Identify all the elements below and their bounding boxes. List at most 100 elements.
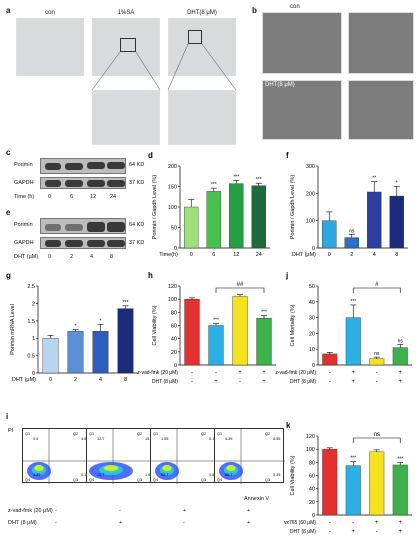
panel-label-h: h bbox=[148, 271, 153, 280]
blot-e-lane-2: 2 bbox=[70, 254, 74, 260]
significance-label: *** bbox=[213, 318, 219, 324]
significance-label: * bbox=[396, 181, 398, 187]
y-tick-label: 80 bbox=[171, 310, 177, 316]
condition-mark: + bbox=[262, 379, 266, 385]
condition-row-label: z-vad-fmk (20 μM) bbox=[137, 370, 178, 376]
bar bbox=[117, 308, 134, 374]
facs-condition-mark: + bbox=[247, 508, 251, 514]
quadrant-id: Q2 bbox=[137, 432, 142, 436]
condition-mark: - bbox=[239, 379, 241, 385]
y-tick-label: 40 bbox=[309, 487, 315, 493]
em-dht-zoom bbox=[348, 80, 414, 140]
y-tick-label: 40 bbox=[171, 337, 177, 343]
em-con-zoom bbox=[348, 12, 414, 74]
condition-mark: - bbox=[329, 529, 331, 535]
blot-c-xaxis-label: Time (h) bbox=[14, 194, 35, 200]
bar bbox=[322, 220, 337, 249]
panel-label-b: b bbox=[252, 6, 257, 15]
blot-c-lane-1: 0 bbox=[48, 194, 52, 200]
facs-condition-mark: - bbox=[183, 520, 185, 526]
condition-row-label: DHT (8 μM) bbox=[290, 529, 316, 535]
quadrant-value: 1.60 bbox=[145, 473, 152, 477]
y-tick-label: 0 bbox=[174, 246, 177, 252]
panel-label-k: k bbox=[286, 421, 291, 430]
chart-g: g Porimin mRNA Level 0 0.5 1 1.5 2 2.5 0 * 2 * 4 *** 8… bbox=[6, 271, 138, 383]
condition-row-label: z-vad-fmk (20 μM) bbox=[275, 370, 316, 376]
blot-e-size-gapdh: 37 KD bbox=[129, 240, 145, 246]
condition-row-label: DHT (8 μM) bbox=[290, 379, 316, 385]
bar bbox=[184, 206, 199, 249]
y-tick-label: 100 bbox=[168, 297, 177, 303]
y-axis-label: Porimin mRNA Level bbox=[10, 304, 16, 355]
comparison-bracket bbox=[352, 437, 401, 443]
blot-e-gapdh bbox=[40, 237, 126, 249]
significance-label: *** bbox=[350, 456, 356, 462]
y-axis-label: Cell Viability (%) bbox=[290, 455, 296, 495]
micrograph-sa-zoom bbox=[92, 90, 160, 145]
quadrant-id: Q4 bbox=[217, 478, 222, 482]
bar bbox=[322, 448, 338, 516]
condition-mark: + bbox=[375, 520, 379, 526]
bracket-label: ns bbox=[374, 432, 380, 438]
condition-mark: + bbox=[398, 520, 402, 526]
y-tick-label: 100 bbox=[306, 447, 315, 453]
bar bbox=[345, 465, 361, 516]
quadrant-id: Q4 bbox=[153, 478, 158, 482]
x-tick-label: 0 bbox=[190, 252, 193, 258]
significance-label: ns bbox=[349, 228, 355, 234]
bar bbox=[392, 464, 408, 516]
blot-e-xaxis-label: DHT (μM) bbox=[14, 254, 39, 260]
chart-f: f Porimin / Gapdh Level (%) 0 100 200 300 0 ns 2… bbox=[286, 151, 408, 258]
y-tick-label: 100 bbox=[306, 219, 315, 225]
condition-row-label: DHT (8 μM) bbox=[152, 379, 178, 385]
blot-c-lane-4: 24 bbox=[110, 194, 117, 200]
quadrant-value: 1.59 bbox=[161, 437, 168, 441]
blot-c-lane-3: 12 bbox=[90, 194, 97, 200]
quadrant-value: 1.89 bbox=[33, 473, 40, 477]
condition-mark: + bbox=[398, 529, 402, 535]
x-tick-label: 4 bbox=[373, 252, 376, 258]
y-tick-label: 1.5 bbox=[27, 319, 35, 325]
blot-c-gapdh bbox=[40, 177, 126, 189]
facs-condition-mark: - bbox=[55, 520, 57, 526]
bracket-label: ## bbox=[237, 282, 244, 288]
y-tick-label: 0 bbox=[174, 363, 177, 369]
quadrant-id: Q2 bbox=[265, 432, 270, 436]
condition-mark: - bbox=[329, 370, 331, 376]
bar bbox=[67, 331, 84, 374]
condition-mark: + bbox=[398, 370, 402, 376]
quadrant-id: Q4 bbox=[89, 478, 94, 482]
y-tick-label: 0 bbox=[312, 513, 315, 519]
facs-plot: Q1 12.7 Q2 15.0 Q3 1.60 Q4 70.7 bbox=[86, 428, 157, 484]
quadrant-value: 15.0 bbox=[145, 437, 152, 441]
condition-mark: - bbox=[376, 529, 378, 535]
zoom-box-dht bbox=[188, 30, 202, 44]
y-tick-label: 20 bbox=[309, 500, 315, 506]
x-tick-label: 6 bbox=[212, 252, 215, 258]
panel-label-c: c bbox=[6, 148, 11, 157]
y-tick-label: 20 bbox=[309, 331, 315, 337]
panel-label-g: g bbox=[6, 271, 11, 280]
facs-axis-pi: PI bbox=[8, 428, 14, 434]
facs-plot: Q1 4.39 Q2 8.55 Q3 0.39 Q4 86.7 bbox=[214, 428, 285, 484]
micrograph-sa bbox=[92, 18, 160, 76]
significance-label: *** bbox=[397, 456, 403, 462]
y-tick-label: 10 bbox=[309, 347, 315, 353]
x-tick-label: 24 bbox=[256, 252, 262, 258]
caption-dht: DHT(8 μM) bbox=[187, 10, 217, 16]
quadrant-id: Q1 bbox=[89, 432, 94, 436]
micrograph-con bbox=[16, 18, 84, 76]
blot-c-size-porimin: 64 KD bbox=[129, 162, 145, 168]
significance-label: *** bbox=[256, 177, 262, 183]
micrograph-dht bbox=[168, 18, 236, 76]
facs-axis-annexin: Annexin V bbox=[244, 496, 270, 502]
panel-label-e: e bbox=[6, 208, 11, 217]
quadrant-value: 8.55 bbox=[273, 437, 280, 441]
blot-e-lane-4: 8 bbox=[110, 254, 114, 260]
x-axis-label: Time(h) bbox=[159, 252, 178, 258]
facs-condition-mark: + bbox=[247, 520, 251, 526]
